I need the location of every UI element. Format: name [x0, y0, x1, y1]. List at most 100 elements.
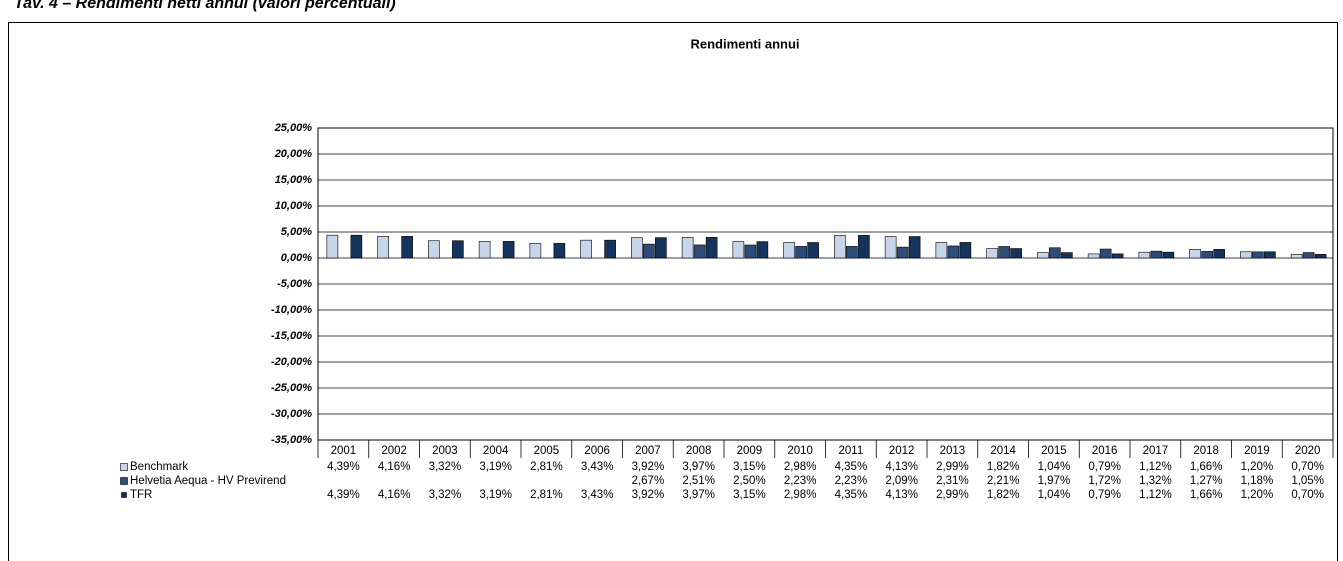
y-tick-label: -10,00%: [271, 304, 312, 316]
table-value: 0,79%: [1088, 489, 1121, 501]
chart-title: Rendimenti annui: [690, 36, 799, 51]
bar: [896, 246, 909, 259]
table-value: 3,15%: [733, 489, 766, 501]
table-value: 0,79%: [1088, 461, 1121, 473]
bar: [935, 242, 948, 259]
table-value: 2,98%: [784, 461, 817, 473]
bar: [1189, 249, 1201, 259]
table-value: 2,21%: [987, 475, 1020, 487]
table-value: 1,20%: [1241, 489, 1274, 501]
table-value: 2,99%: [936, 489, 969, 501]
bar: [428, 240, 440, 259]
bar: [1290, 254, 1303, 259]
y-tick-label: 25,00%: [274, 122, 313, 134]
bar: [1201, 251, 1213, 259]
bar: [377, 236, 389, 259]
x-tick-label: 2008: [686, 445, 712, 457]
bar: [1049, 247, 1061, 259]
bar: [884, 236, 897, 259]
table-value: 3,43%: [581, 489, 614, 501]
table-value: 2,81%: [530, 461, 563, 473]
legend-key: [121, 492, 127, 498]
table-value: 1,05%: [1291, 475, 1324, 487]
y-tick-label: 10,00%: [275, 200, 313, 212]
legend-key: [120, 477, 128, 485]
table-value: 2,23%: [784, 475, 817, 487]
bar: [1302, 252, 1315, 259]
bar: [858, 235, 870, 259]
table-value: 1,12%: [1139, 489, 1172, 501]
chart-frame: [8, 22, 1338, 561]
bar: [732, 241, 745, 259]
bar: [744, 244, 757, 259]
table-value: 2,51%: [682, 475, 715, 487]
table-value: 3,43%: [581, 461, 614, 473]
table-value: 1,20%: [1241, 461, 1274, 473]
y-tick-label: -30,00%: [271, 408, 312, 420]
bar: [1314, 254, 1327, 259]
bar: [580, 239, 592, 259]
heading: Tav. 4 – Rendimenti netti annui (valori …: [14, 0, 396, 12]
bar: [846, 246, 858, 259]
table-value: 1,66%: [1190, 489, 1223, 501]
table-value: 3,92%: [632, 461, 665, 473]
table-value: 4,13%: [885, 489, 918, 501]
bar: [350, 234, 363, 259]
bar: [1150, 250, 1163, 259]
table-value: 0,70%: [1291, 461, 1324, 473]
table-value: 4,35%: [835, 489, 868, 501]
legend-label: Benchmark: [130, 461, 188, 473]
table-value: 1,82%: [987, 489, 1020, 501]
x-tick-label: 2002: [381, 445, 407, 457]
bar: [655, 237, 667, 259]
table-value: 3,19%: [479, 461, 512, 473]
bar: [1264, 251, 1276, 259]
bar: [502, 241, 515, 259]
table-value: 1,18%: [1241, 475, 1274, 487]
y-tick-label: -25,00%: [271, 382, 312, 394]
bar: [959, 242, 972, 259]
table-value: 1,27%: [1190, 475, 1223, 487]
x-tick-label: 2018: [1193, 445, 1219, 457]
table-value: 3,97%: [682, 461, 715, 473]
x-tick-label: 2020: [1295, 445, 1321, 457]
x-tick-label: 2010: [787, 445, 813, 457]
bar: [529, 243, 542, 259]
x-tick-label: 2013: [940, 445, 966, 457]
bar: [783, 242, 795, 259]
bar: [756, 241, 769, 259]
legend-key: [120, 463, 128, 471]
table-value: 3,19%: [479, 489, 512, 501]
bar: [1138, 251, 1151, 259]
bar: [1213, 249, 1225, 259]
table-value: 1,97%: [1038, 475, 1071, 487]
table-value: 1,04%: [1038, 461, 1071, 473]
table-value: 2,31%: [936, 475, 969, 487]
table-value: 1,82%: [987, 461, 1020, 473]
x-tick-label: 2015: [1041, 445, 1067, 457]
table-value: 2,98%: [784, 489, 817, 501]
bar: [705, 237, 718, 259]
table-value: 3,92%: [632, 489, 665, 501]
bar: [1252, 251, 1264, 259]
bar: [986, 248, 998, 259]
table-value: 1,12%: [1139, 461, 1172, 473]
bar: [452, 240, 464, 259]
bar: [631, 237, 643, 259]
x-tick-label: 2009: [737, 445, 763, 457]
table-value: 1,72%: [1088, 475, 1121, 487]
table-value: 3,32%: [429, 489, 462, 501]
bar: [604, 239, 616, 259]
table-value: 3,15%: [733, 461, 766, 473]
table-value: 2,81%: [530, 489, 563, 501]
bar: [401, 236, 413, 259]
table-value: 1,32%: [1139, 475, 1172, 487]
bar: [1240, 251, 1252, 259]
bar: [947, 245, 960, 259]
table-value: 4,16%: [378, 489, 411, 501]
bar: [834, 235, 846, 259]
legend-label: Helvetia Aequa - HV Previrend: [130, 475, 286, 487]
bar: [1061, 252, 1073, 259]
